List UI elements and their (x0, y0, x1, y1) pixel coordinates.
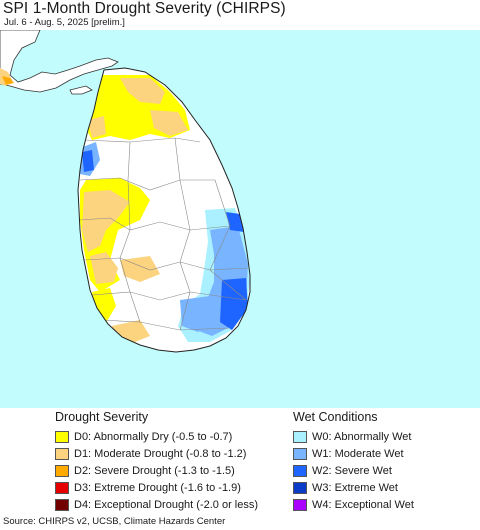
swatch-d0 (55, 430, 69, 443)
legend-label-d3: D3: Extreme Drought (-1.6 to -1.9) (74, 481, 241, 494)
district-boundaries (79, 137, 249, 331)
mannar-island (69, 85, 93, 95)
drought-legend: Drought Severity D0: Abnormally Dry (-0.… (55, 410, 258, 513)
drought-map (0, 30, 480, 408)
d1-north-2 (150, 110, 188, 136)
map-subtitle: Jul. 6 - Aug. 5, 2025 [prelim.] (4, 17, 125, 28)
swatch-d4 (55, 498, 69, 511)
india-landmass (0, 30, 119, 93)
legend-label-w0: W0: Abnormally Wet (312, 430, 412, 443)
w2-west (82, 150, 94, 172)
d1-north-3 (88, 116, 106, 138)
drought-legend-title: Drought Severity (55, 410, 149, 424)
swatch-w4 (293, 498, 307, 511)
swatch-d2 (55, 464, 69, 477)
legend-label-w3: W3: Extreme Wet (312, 481, 398, 494)
legend-item-w4: W4: Exceptional Wet (293, 496, 414, 513)
legend-label-d4: D4: Exceptional Drought (-2.0 or less) (74, 498, 259, 511)
d1-west-2 (90, 252, 118, 284)
w2-northeast (226, 212, 244, 232)
legend-item-d0: D0: Abnormally Dry (-0.5 to -0.7) (55, 428, 258, 445)
legend-label-d1: D1: Moderate Drought (-0.8 to -1.2) (74, 447, 247, 460)
swatch-w0 (293, 430, 307, 443)
swatch-w2 (293, 464, 307, 477)
swatch-w1 (293, 447, 307, 460)
d1-north-1 (120, 78, 165, 104)
swatch-d3 (55, 481, 69, 494)
wet-legend: Wet Conditions W0: Abnormally Wet W1: Mo… (293, 410, 414, 513)
source-credit: Source: CHIRPS v2, UCSB, Climate Hazards… (3, 516, 226, 527)
legend-item-d3: D3: Extreme Drought (-1.6 to -1.9) (55, 479, 258, 496)
d1-west-1 (82, 190, 130, 252)
legend-item-w2: W2: Severe Wet (293, 462, 414, 479)
d1-central (120, 256, 160, 282)
legend-item-w1: W1: Moderate Wet (293, 445, 414, 462)
legend-label-d2: D2: Severe Drought (-1.3 to -1.5) (74, 464, 235, 477)
legend-label-d0: D0: Abnormally Dry (-0.5 to -0.7) (74, 430, 233, 443)
swatch-d1 (55, 447, 69, 460)
wet-legend-title: Wet Conditions (293, 410, 378, 424)
sri-lanka-coastline (77, 67, 251, 353)
swatch-w3 (293, 481, 307, 494)
legend-label-w4: W4: Exceptional Wet (312, 498, 414, 511)
legend-label-w2: W2: Severe Wet (312, 464, 392, 477)
legend-label-w1: W1: Moderate Wet (312, 447, 404, 460)
sri-lanka-map-svg (0, 30, 480, 408)
map-title: SPI 1-Month Drought Severity (CHIRPS) (3, 0, 286, 17)
w2-east (220, 278, 248, 330)
legend-item-d4: D4: Exceptional Drought (-2.0 or less) (55, 496, 258, 513)
legend-item-d1: D1: Moderate Drought (-0.8 to -1.2) (55, 445, 258, 462)
spi-patches (80, 75, 250, 344)
legend-item-w0: W0: Abnormally Wet (293, 428, 414, 445)
india-severe-patch (2, 76, 14, 85)
legend-item-w3: W3: Extreme Wet (293, 479, 414, 496)
legend-item-d2: D2: Severe Drought (-1.3 to -1.5) (55, 462, 258, 479)
w1-southeast (180, 296, 214, 332)
